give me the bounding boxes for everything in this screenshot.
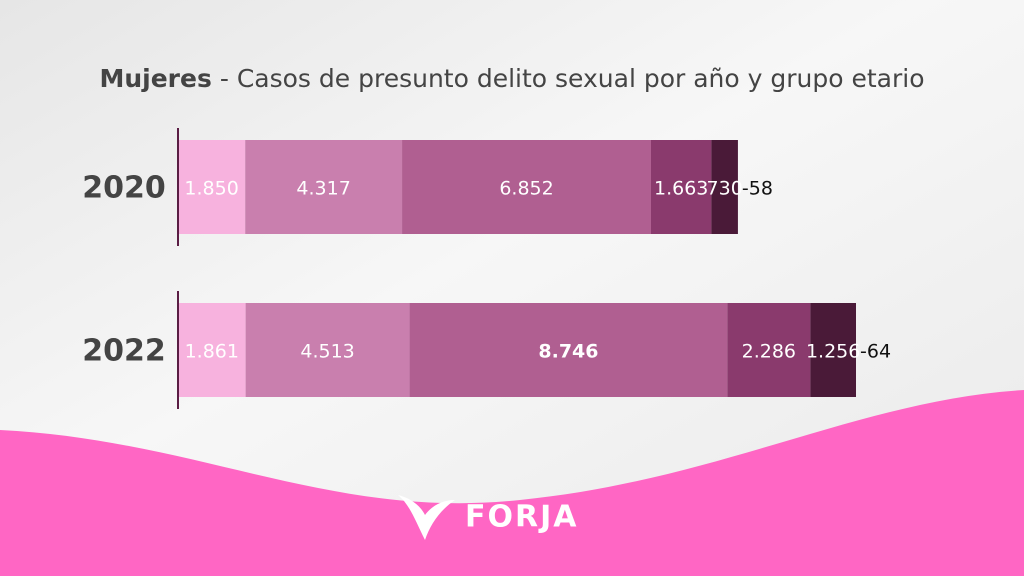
annotation: -58 xyxy=(742,178,773,200)
bar-segment xyxy=(178,303,246,397)
wave xyxy=(0,390,1024,576)
bar-segment xyxy=(650,140,712,234)
data-label: 4.513 xyxy=(300,341,354,363)
data-label: 1.850 xyxy=(184,178,238,200)
bar-segment xyxy=(245,303,410,397)
data-label: 730 xyxy=(707,178,743,200)
data-label: 1.663 xyxy=(654,178,708,200)
bar-segment xyxy=(727,303,811,397)
bar-segment xyxy=(810,303,856,397)
data-label: 1.256 xyxy=(806,341,860,363)
title-text: - Casos de presunto delito sexual por añ… xyxy=(220,64,925,93)
bar-segment xyxy=(178,140,246,234)
chart-title: Mujeres - Casos de presunto delito sexual… xyxy=(99,64,924,93)
data-label: 8.746 xyxy=(538,341,598,363)
bar-segment xyxy=(402,140,651,234)
data-label: 6.852 xyxy=(499,178,553,200)
y-tick-label: 2020 xyxy=(82,171,166,206)
logo: FORJA xyxy=(398,495,578,540)
annotation: -64 xyxy=(860,341,891,363)
brand: FORJA xyxy=(465,500,578,535)
title-emphasis: Mujeres xyxy=(99,64,211,93)
y-tick-label: 2022 xyxy=(82,334,166,369)
data-label: 4.317 xyxy=(296,178,350,200)
bar-segment xyxy=(245,140,403,234)
bar-segment xyxy=(711,140,738,234)
logo-mark xyxy=(398,495,455,540)
data-label: 2.286 xyxy=(742,341,796,363)
data-label: 1.861 xyxy=(185,341,239,363)
bar-segment xyxy=(409,303,728,397)
